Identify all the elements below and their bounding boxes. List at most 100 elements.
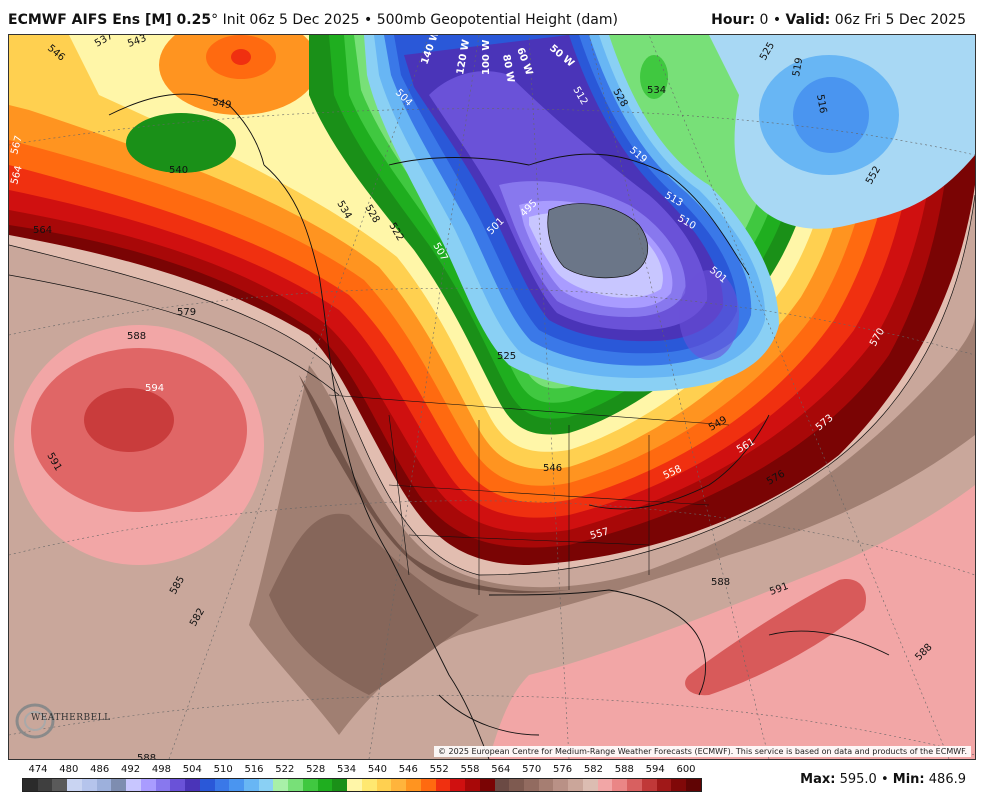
lon-label: 100 W: [481, 40, 492, 75]
contour-fill-594-pacific: [84, 388, 174, 452]
lon-label: 80 W: [500, 54, 516, 84]
colorbar-swatch: [23, 779, 38, 791]
colorbar-swatch: [465, 779, 480, 791]
contour-fill-540-nw: [126, 113, 236, 173]
map-canvas: 537 543 546 549 540 567 564 564 579 588 …: [9, 35, 975, 759]
colorbar-swatch: [406, 779, 421, 791]
contour-fill-591-atlantic: [685, 579, 867, 696]
colorbar-tick-label: 510: [213, 764, 233, 775]
colorbar-swatch: [273, 779, 289, 791]
colorbar-swatch: [140, 779, 156, 791]
colorbar-swatch: [686, 779, 701, 791]
colorbar-swatch: [568, 779, 583, 791]
colorbar-swatch: [641, 779, 657, 791]
colorbar-swatch: [509, 779, 524, 791]
min-label: Min:: [892, 772, 925, 787]
copyright-notice: © 2025 European Centre for Medium-Range …: [434, 746, 971, 757]
colorbar-swatch: [612, 779, 628, 791]
contour-label: 588: [127, 331, 146, 342]
contour-label: 588: [137, 753, 156, 759]
init-time: Init 06z 5 Dec 2025: [222, 12, 360, 28]
colorbar-tick-label: 564: [491, 764, 511, 775]
colorbar-swatch: [111, 779, 127, 791]
valid-label: Valid:: [785, 12, 831, 28]
header-bar: ECMWF AIFS Ens [M] 0.25° Init 06z 5 Dec …: [0, 0, 984, 34]
colorbar-swatch: [450, 779, 466, 791]
colorbar: 474 480 486 492 498 504 510 516 522 528 534 540 546 5…: [22, 764, 702, 794]
colorbar-swatch: [435, 779, 451, 791]
colorbar-swatch: [597, 779, 613, 791]
colorbar-swatch: [479, 779, 495, 791]
colorbar-swatch: [671, 779, 687, 791]
colorbar-tick-label: 600: [676, 764, 696, 775]
contour-fill-greenland-537: [640, 55, 668, 99]
height-map: 537 543 546 549 540 567 564 564 579 588 …: [8, 34, 976, 760]
colorbar-swatch: [155, 779, 171, 791]
colorbar-tick-label: 516: [244, 764, 264, 775]
colorbar-swatch: [229, 779, 245, 791]
colorbar-tick-label: 582: [583, 764, 603, 775]
colorbar-swatch: [553, 779, 569, 791]
min-value: 486.9: [928, 772, 966, 787]
colorbar-swatch: [288, 779, 303, 791]
colorbar-swatch: [67, 779, 82, 791]
colorbar-tick-label: 546: [398, 764, 418, 775]
chart-title: ECMWF AIFS Ens [M] 0.25° Init 06z 5 Dec …: [8, 12, 618, 28]
contour-label: 557: [589, 526, 610, 542]
colorbar-tick-label: 528: [306, 764, 326, 775]
colorbar-tick-label: 522: [275, 764, 295, 775]
contour-fill-573: [269, 513, 479, 695]
contour-label: 516: [814, 94, 828, 115]
colorbar-swatch: [185, 779, 200, 791]
contour-label: 534: [647, 85, 666, 96]
valid-value: 06z Fri 5 Dec 2025: [834, 12, 966, 28]
degree-symbol: °: [211, 12, 219, 28]
latlon-grid: [9, 35, 975, 759]
valid-separator: •: [772, 12, 782, 28]
colorbar-tick-label: 588: [614, 764, 634, 775]
valid-time-info: Hour: 0 • Valid: 06z Fri 5 Dec 2025: [711, 12, 966, 28]
colorbar-swatch: [656, 779, 672, 791]
contour-lines: [9, 194, 975, 576]
colorbar-swatches: [22, 778, 702, 792]
colorbar-swatch: [302, 779, 318, 791]
colorbar-swatch: [582, 779, 598, 791]
contour-label: 588: [711, 577, 730, 588]
hour-label: Hour:: [711, 12, 755, 28]
contour-label: 579: [177, 307, 196, 318]
colorbar-swatch: [332, 779, 348, 791]
colorbar-tick-label: 540: [367, 764, 387, 775]
colorbar-tick-label: 498: [151, 764, 171, 775]
weatherbell-logo: WEATHERBELL: [13, 701, 110, 741]
colorbar-swatch: [214, 779, 230, 791]
colorbar-swatch: [258, 779, 274, 791]
colorbar-swatch: [199, 779, 215, 791]
field-name: 500mb Geopotential Height (dam): [376, 12, 618, 28]
contour-fill-588-atlantic: [489, 485, 975, 759]
colorbar-tick-label: 480: [59, 764, 79, 775]
contour-fill-ridge-alaska-max: [231, 49, 251, 65]
contour-fill-570: [299, 375, 569, 593]
contour-label: 519: [791, 57, 805, 78]
colorbar-tick-label: 558: [460, 764, 480, 775]
contour-fill-516: [793, 77, 869, 153]
contour-label: 549: [211, 97, 232, 111]
hour-value: 0: [759, 12, 769, 28]
political-boundaries: [328, 394, 730, 595]
max-value: 595.0: [839, 772, 877, 787]
colorbar-tick-label: 504: [182, 764, 202, 775]
colorbar-swatch: [126, 779, 141, 791]
max-label: Max:: [800, 772, 836, 787]
colorbar-tick-label: 576: [553, 764, 573, 775]
colorbar-swatch: [37, 779, 53, 791]
contour-label: 540: [169, 165, 188, 176]
colorbar-tick-label: 552: [429, 764, 449, 775]
contour-label: 564: [9, 164, 25, 185]
colorbar-swatch: [361, 779, 377, 791]
colorbar-swatch: [170, 779, 186, 791]
logo-swirl-icon: [15, 703, 55, 739]
colorbar-swatch: [627, 779, 642, 791]
colorbar-swatch: [376, 779, 392, 791]
contour-fill-hudson: [679, 270, 739, 360]
contour-label: 594: [145, 383, 164, 394]
